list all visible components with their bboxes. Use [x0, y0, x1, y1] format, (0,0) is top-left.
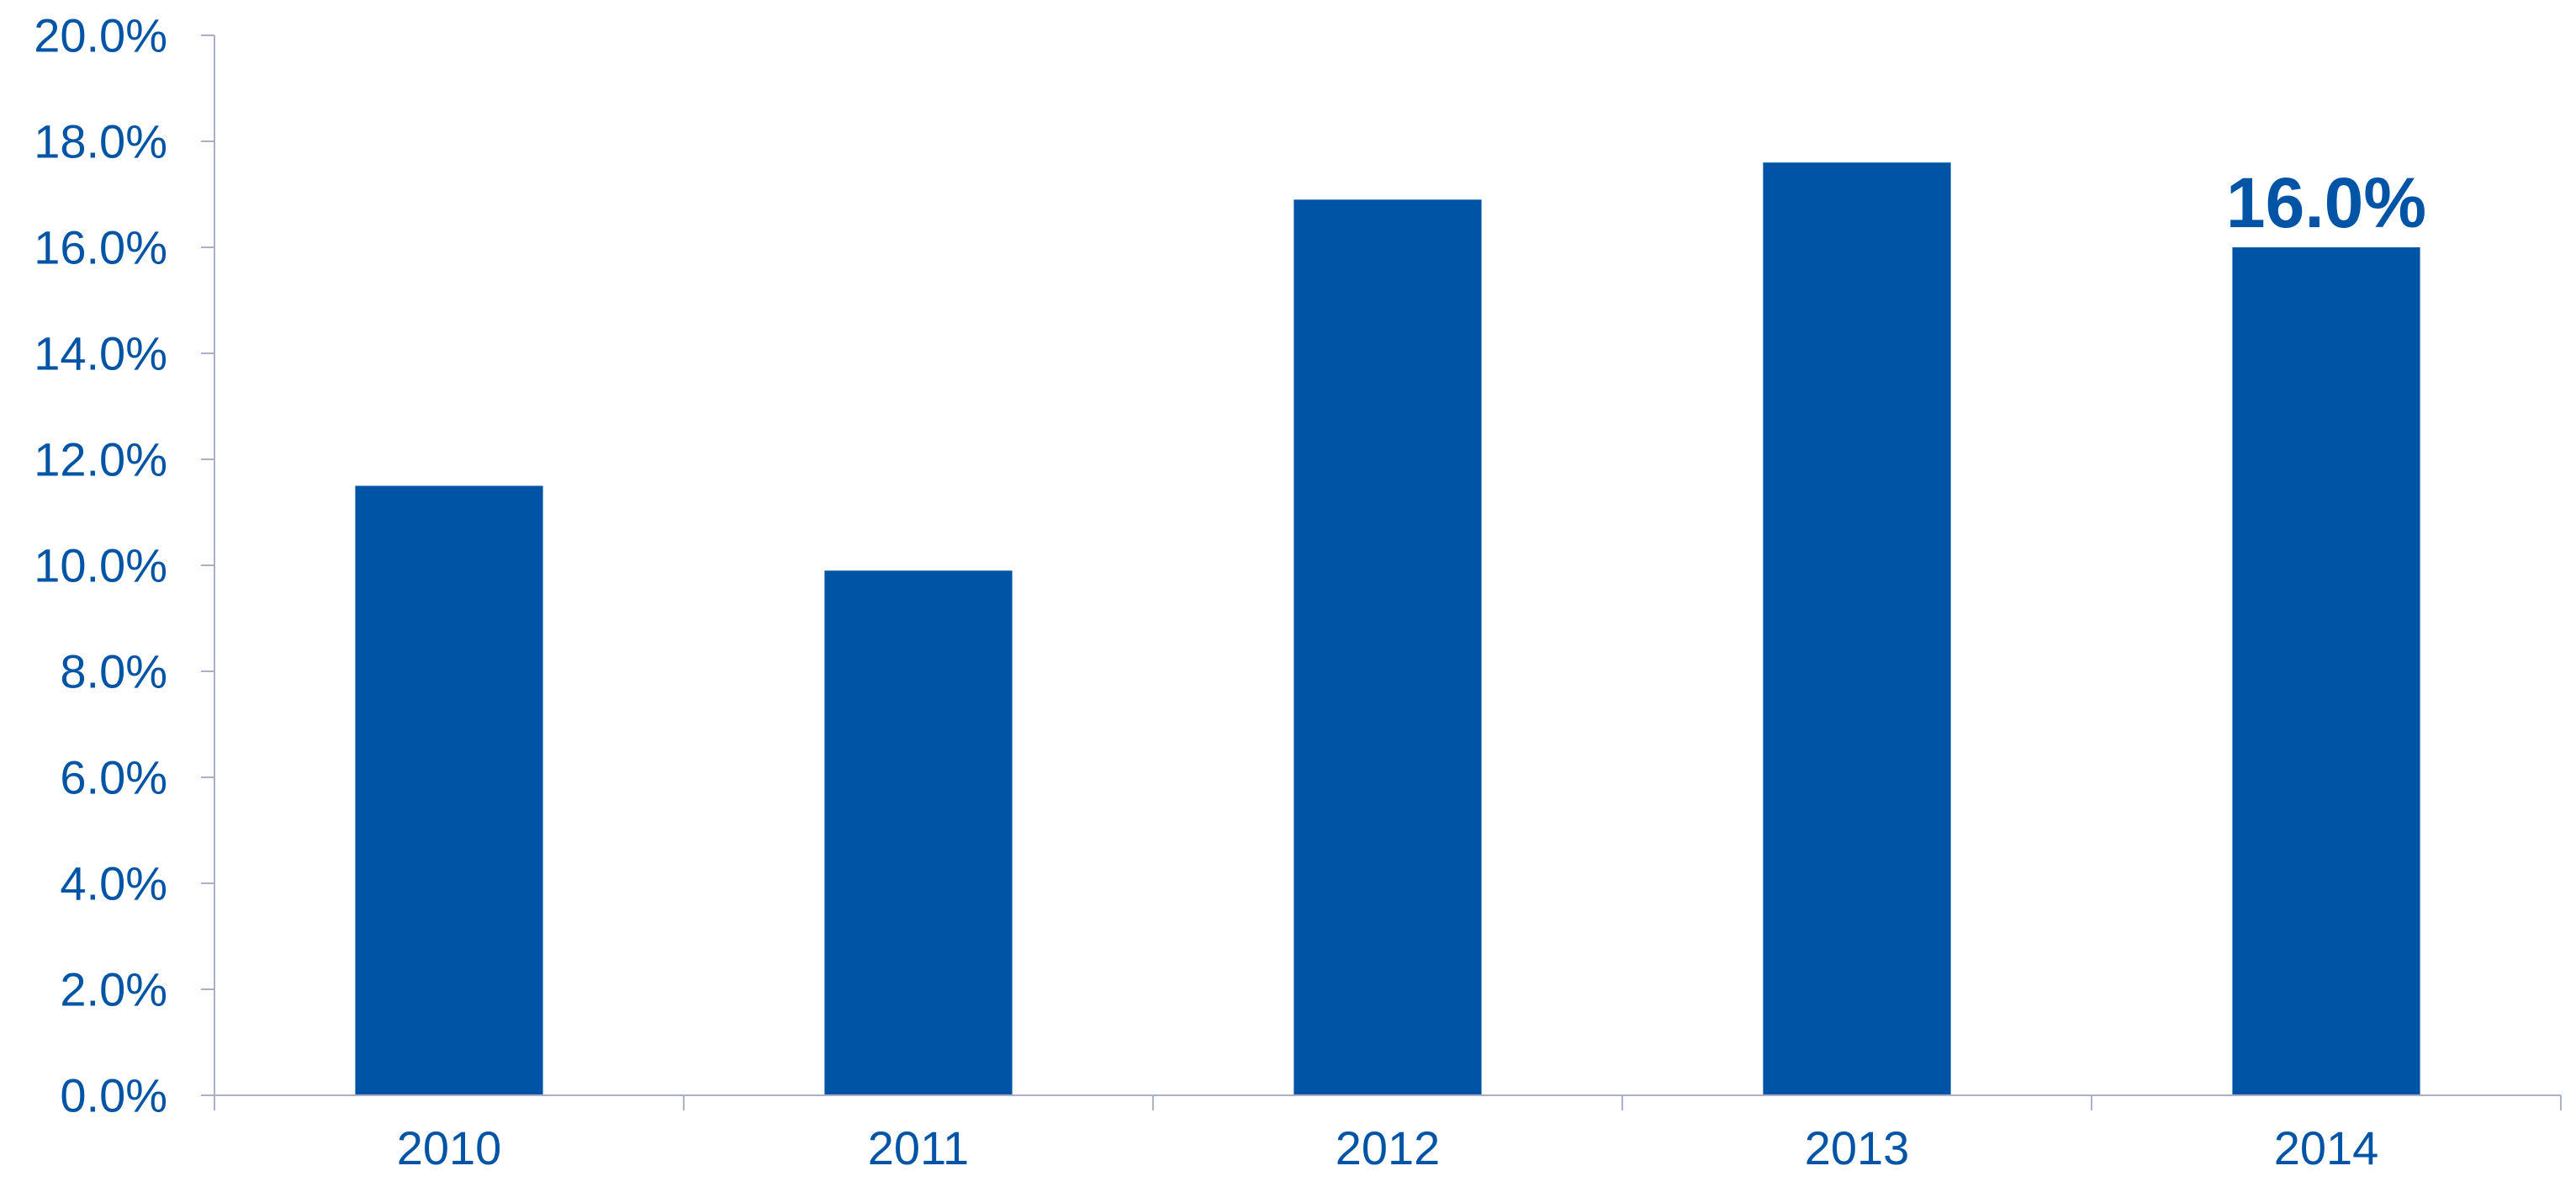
- bar-2010: [355, 485, 543, 1095]
- x-tick-label: 2012: [1336, 1121, 1441, 1174]
- x-tick-label: 2011: [868, 1121, 969, 1174]
- bars: [355, 162, 2420, 1096]
- data-labels: 16.0%: [2226, 163, 2426, 242]
- data-label-2014: 16.0%: [2226, 163, 2426, 242]
- x-tick-label: 2014: [2274, 1121, 2379, 1174]
- bar-2014: [2232, 247, 2420, 1095]
- y-tick-label: 6.0%: [60, 751, 167, 804]
- y-tick-label: 18.0%: [34, 115, 167, 168]
- y-tick-label: 20.0%: [34, 9, 167, 62]
- x-axis-ticks: 2010 2011 2012 2013 2014: [214, 1095, 2562, 1174]
- y-tick-label: 2.0%: [60, 963, 167, 1016]
- y-tick-label: 10.0%: [34, 539, 167, 592]
- x-tick-label: 2010: [397, 1121, 502, 1174]
- y-axis-ticks: 0.0% 2.0% 4.0% 6.0% 8.0% 10.0% 12.0% 14.0% 16.0%…: [34, 9, 214, 1122]
- y-tick-label: 12.0%: [34, 433, 167, 486]
- y-tick-label: 8.0%: [60, 645, 167, 698]
- y-tick-label: 0.0%: [60, 1069, 167, 1122]
- bar-2013: [1763, 162, 1951, 1096]
- y-tick-label: 16.0%: [34, 221, 167, 274]
- bar-2011: [824, 570, 1013, 1095]
- bar-2012: [1293, 199, 1482, 1095]
- x-tick-label: 2013: [1805, 1121, 1910, 1174]
- y-tick-label: 4.0%: [60, 857, 167, 910]
- y-tick-label: 14.0%: [34, 327, 167, 380]
